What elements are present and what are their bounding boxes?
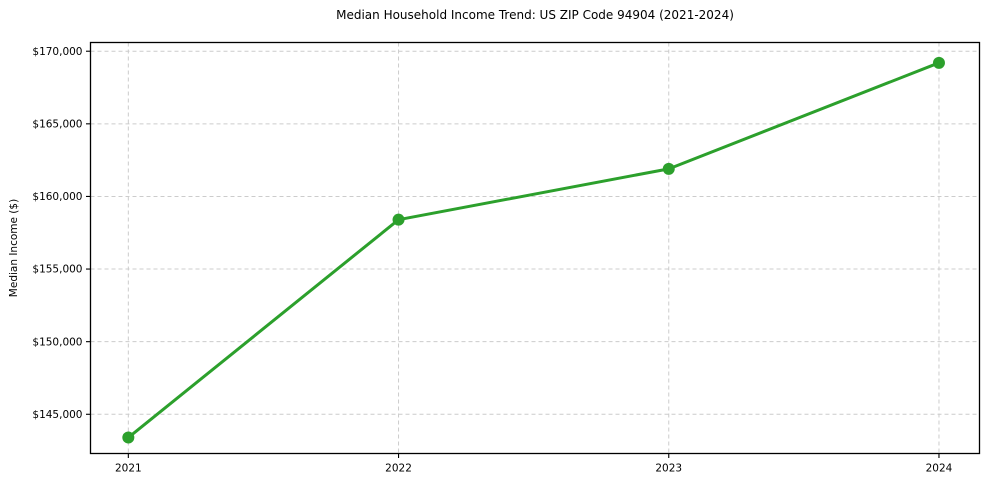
data-point-2023 <box>662 162 675 175</box>
chart-title: Median Household Income Trend: US ZIP Co… <box>336 8 734 22</box>
y-tick-label: $170,000 <box>32 46 82 58</box>
y-tick-label: $150,000 <box>32 336 82 348</box>
x-tick-label: 2021 <box>115 463 142 475</box>
axes-frame <box>89 41 981 455</box>
data-point-2021 <box>122 431 135 444</box>
data-point-2022 <box>392 213 405 226</box>
trend-line <box>126 61 941 440</box>
data-point-2024 <box>932 56 945 69</box>
y-tick-label: $165,000 <box>32 118 82 130</box>
x-tick-label: 2024 <box>926 463 953 475</box>
y-tick-label: $145,000 <box>32 409 82 421</box>
x-tick-label: 2023 <box>655 463 682 475</box>
x-tick-label: 2022 <box>385 463 412 475</box>
y-tick-label: $155,000 <box>32 264 82 276</box>
y-tick-label: $160,000 <box>32 191 82 203</box>
